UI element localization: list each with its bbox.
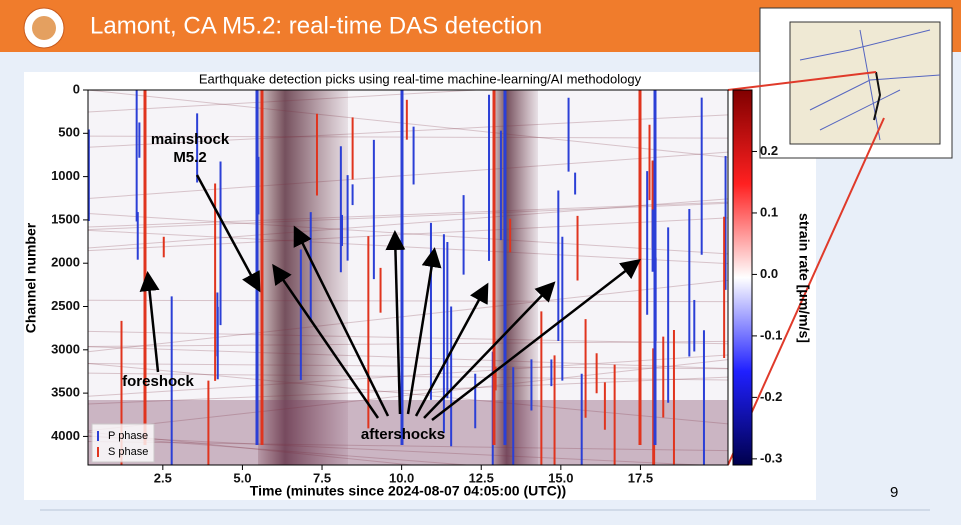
moveout-streak <box>88 363 728 370</box>
annotation: mainshock <box>151 131 230 148</box>
y-tick-label: 4000 <box>51 428 80 443</box>
colorbar-tick-label: 0.2 <box>760 143 778 158</box>
colorbar <box>732 89 753 466</box>
moveout-streak <box>88 90 486 113</box>
y-tick-label: 3500 <box>51 385 80 400</box>
x-tick-label: 12.5 <box>469 470 494 485</box>
moveout-streak <box>88 90 728 158</box>
colorbar-tick-label: -0.2 <box>760 389 782 404</box>
moveout-streak <box>88 212 728 255</box>
moveout-streak <box>88 340 728 347</box>
y-tick-label: 0 <box>73 81 80 96</box>
x-tick-label: 2.5 <box>154 470 172 485</box>
annotation: foreshock <box>122 373 194 390</box>
moveout-streak <box>88 330 728 345</box>
colorbar-tick-label: 0.0 <box>760 266 778 281</box>
x-tick-label: 17.5 <box>628 470 653 485</box>
arrow <box>431 258 641 421</box>
logo-globe <box>32 16 56 40</box>
colorbar-tick-label: 0.1 <box>760 204 778 219</box>
moveout-streak <box>88 440 728 452</box>
legend-box <box>91 423 155 463</box>
moveout-streak <box>88 198 728 249</box>
colorbar-label: strain rate [μm/m/s] <box>796 213 812 343</box>
arrow <box>414 282 489 417</box>
zoom-line <box>727 71 877 91</box>
inset-cable <box>873 71 882 121</box>
y-tick-label: 500 <box>58 125 80 140</box>
annotation: M5.2 <box>173 149 206 166</box>
moveout-streak <box>88 376 728 405</box>
arrow <box>272 263 380 419</box>
x-tick-label: 15.0 <box>548 470 573 485</box>
slide-title: Lamont, CA M5.2: real-time DAS detection <box>90 12 542 39</box>
inset-faults <box>799 29 941 141</box>
plot-title: Earthquake detection picks using real-ti… <box>199 71 642 86</box>
zoom-line <box>727 117 885 466</box>
arrows <box>139 174 641 421</box>
legend-label: S phase <box>108 446 148 458</box>
moveout-streak <box>88 279 728 353</box>
y-tick-label: 1000 <box>51 168 80 183</box>
moveout-streak <box>88 201 728 228</box>
moveout-streak <box>88 217 728 252</box>
x-tick-label: 7.5 <box>313 470 331 485</box>
moveout-streak <box>88 229 728 265</box>
legend-label: P phase <box>108 430 148 442</box>
plot-frame <box>87 89 729 466</box>
moveout-streak <box>88 135 728 139</box>
arrow <box>139 271 160 373</box>
moveout-streak <box>88 299 728 303</box>
moveout-streak <box>88 346 728 369</box>
annotation: aftershocks <box>361 426 445 443</box>
moveout-streak <box>88 362 728 425</box>
arrow <box>406 247 442 415</box>
moveout-streak <box>88 435 711 465</box>
arrow <box>423 281 556 419</box>
colorbar-tick-label: -0.3 <box>760 450 782 465</box>
y-axis-label: Channel number <box>23 222 39 333</box>
y-tick-label: 2500 <box>51 298 80 313</box>
arrow <box>293 225 390 417</box>
arrow <box>385 230 406 415</box>
page-number: 9 <box>890 484 898 501</box>
y-tick-label: 2000 <box>51 255 80 270</box>
moveout-streak <box>88 202 728 231</box>
colorbar-tick-label: -0.1 <box>760 327 782 342</box>
moveout-streak <box>88 114 728 148</box>
moveout-streak <box>88 435 474 465</box>
x-tick-label: 5.0 <box>233 470 251 485</box>
x-axis-label: Time (minutes since 2024-08-07 04:05:00 … <box>250 483 566 499</box>
moveout-streak <box>88 359 728 432</box>
moveout-streak <box>88 151 728 199</box>
y-tick-label: 1500 <box>51 211 80 226</box>
moveout-streak <box>88 372 728 381</box>
moveout-streak <box>88 354 728 397</box>
y-tick-label: 3000 <box>51 341 80 356</box>
x-tick-label: 10.0 <box>389 470 414 485</box>
arrow <box>195 174 261 293</box>
